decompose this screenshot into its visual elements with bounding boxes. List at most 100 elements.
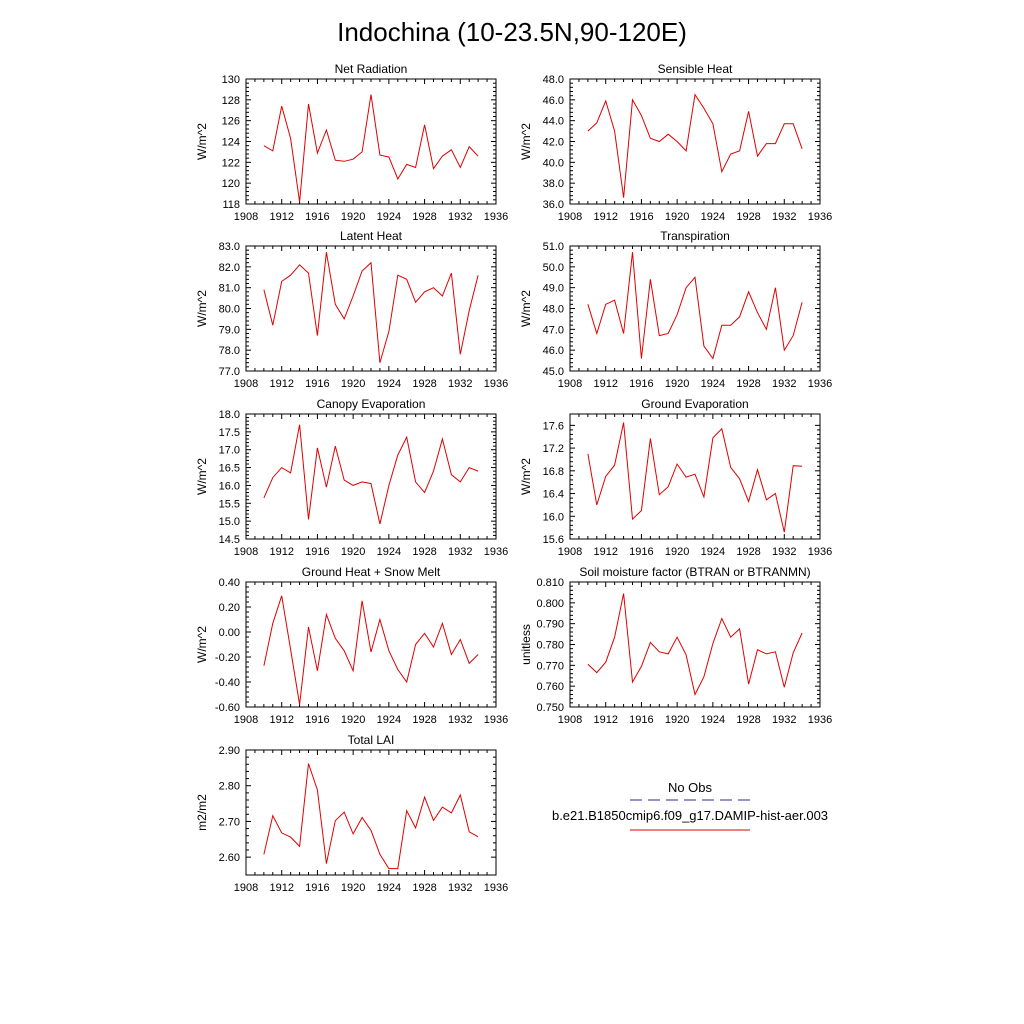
x-tick-label: 1920 [665,714,689,726]
x-tick-label: 1936 [484,714,508,726]
y-tick-label: 0.800 [536,598,564,610]
x-tick-label: 1928 [736,546,760,558]
x-tick-label: 1932 [448,882,472,894]
y-tick-label: 17.6 [543,420,564,432]
x-tick-label: 1936 [484,882,508,894]
x-tick-label: 1932 [448,714,472,726]
y-tick-label: 44.0 [543,116,564,128]
y-tick-label: 124 [222,137,240,149]
x-tick-label: 1928 [736,714,760,726]
y-tick-label: 0.40 [219,577,240,589]
x-tick-label: 1916 [305,882,329,894]
x-tick-label: 1916 [305,546,329,558]
x-tick-label: 1912 [269,546,293,558]
y-tick-label: 36.0 [543,199,564,211]
y-tick-label: 0.00 [219,627,240,639]
y-tick-label: 40.0 [543,157,564,169]
x-tick-label: 1920 [665,378,689,390]
x-tick-label: 1928 [412,211,436,223]
y-tick-label: 120 [222,178,240,190]
x-tick-label: 1924 [701,378,725,390]
y-tick-label: 2.90 [219,745,240,757]
y-tick-label: 83.0 [219,241,240,253]
x-tick-label: 1916 [305,378,329,390]
y-tick-label: 118 [222,199,240,211]
y-tick-label: 49.0 [543,283,564,295]
series-line [263,252,479,363]
y-axis-label: W/m^2 [195,290,209,327]
x-tick-label: 1928 [412,714,436,726]
x-tick-label: 1928 [412,882,436,894]
panel-title: Soil moisture factor (BTRAN or BTRANMN) [579,565,810,579]
y-axis-label: W/m^2 [519,123,533,160]
y-tick-label: 18.0 [219,409,240,421]
panel-title: Canopy Evaporation [317,397,426,411]
x-tick-label: 1924 [377,882,401,894]
series-line [263,763,479,870]
panel-title: Transpiration [660,229,730,243]
y-axis-label: W/m^2 [519,290,533,327]
x-tick-label: 1936 [808,378,832,390]
x-tick-label: 1916 [629,546,653,558]
x-tick-label: 1912 [593,211,617,223]
plot-frame [245,581,497,708]
x-tick-label: 1924 [377,378,401,390]
x-tick-label: 1932 [448,546,472,558]
panel-title: Sensible Heat [658,62,733,76]
series-line [263,94,479,202]
x-tick-label: 1928 [412,546,436,558]
x-tick-label: 1916 [305,714,329,726]
x-tick-label: 1924 [377,211,401,223]
x-tick-label: 1924 [377,546,401,558]
x-tick-label: 1928 [736,378,760,390]
panel-3: Latent Heat 1908 1912 1916 1920 1924 1928 1932 1… [195,229,508,390]
y-axis-label: unitless [519,624,533,665]
series-line [587,422,803,533]
x-tick-label: 1928 [736,211,760,223]
x-tick-label: 1916 [305,211,329,223]
y-tick-label: 126 [222,116,240,128]
x-tick-label: 1920 [341,546,365,558]
y-tick-label: 79.0 [219,324,240,336]
x-tick-label: 1912 [593,546,617,558]
y-tick-label: 0.750 [536,702,564,714]
y-tick-label: 16.5 [219,463,240,475]
series-line [263,595,479,705]
x-tick-label: 1932 [448,211,472,223]
y-tick-label: 15.0 [219,516,240,528]
x-tick-label: 1932 [448,378,472,390]
x-tick-label: 1920 [341,882,365,894]
x-tick-label: 1932 [772,211,796,223]
y-tick-label: 80.0 [219,304,240,316]
y-tick-label: 16.8 [543,466,564,478]
y-tick-label: 14.5 [219,534,240,546]
x-tick-label: 1936 [808,546,832,558]
x-tick-label: 1932 [772,546,796,558]
y-tick-label: 0.810 [536,577,564,589]
x-tick-label: 1920 [341,714,365,726]
y-axis-label: W/m^2 [195,458,209,495]
y-tick-label: 77.0 [219,366,240,378]
x-tick-label: 1936 [808,714,832,726]
x-tick-label: 1912 [593,378,617,390]
y-tick-label: 15.6 [543,534,564,546]
x-tick-label: 1920 [341,211,365,223]
plot-frame [569,581,821,708]
y-tick-label: -0.40 [215,677,240,689]
x-tick-label: 1908 [558,714,582,726]
x-tick-label: 1908 [558,378,582,390]
plot-frame [569,413,821,540]
x-tick-label: 1936 [808,211,832,223]
x-tick-label: 1924 [701,546,725,558]
figure-title: Indochina (10-23.5N,90-120E) [337,17,687,47]
panels: Net Radiation 1908 1912 1916 1920 1924 1928 193… [195,62,832,894]
y-tick-label: 17.0 [219,445,240,457]
x-tick-label: 1936 [484,378,508,390]
series-line [263,424,479,525]
y-tick-label: -0.60 [215,702,240,714]
y-axis-label: m2/m2 [195,794,209,831]
x-tick-label: 1936 [484,211,508,223]
series-line [587,93,803,198]
legend: No Obs b.e21.B1850cmip6.f09_g17.DAMIP-hi… [552,780,828,831]
y-tick-label: 81.0 [219,283,240,295]
